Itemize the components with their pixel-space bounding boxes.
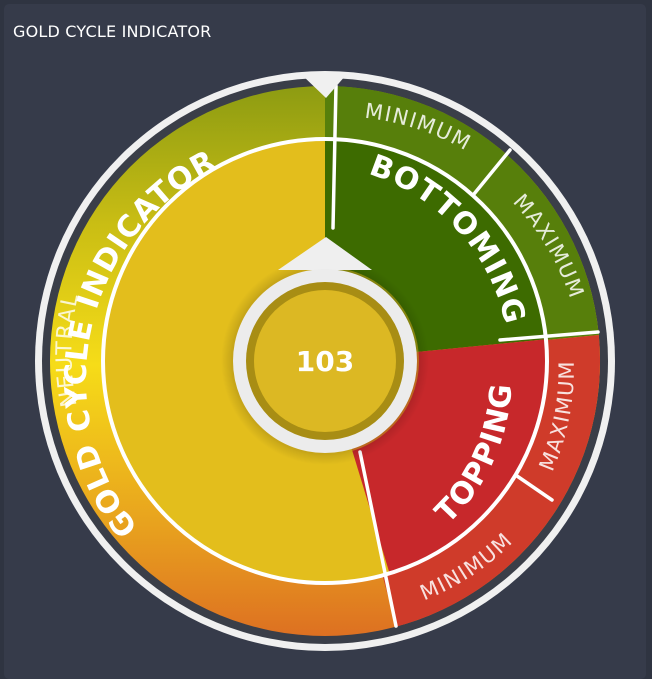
top-pointer-icon (302, 75, 346, 98)
inner-ring (101, 137, 549, 585)
panel-title: GOLD CYCLE INDICATOR (13, 22, 212, 41)
needle-pointer-icon (278, 237, 372, 270)
hub-center (254, 290, 396, 432)
sector-dividers (331, 84, 600, 628)
gauge-value: 103 (296, 345, 354, 378)
